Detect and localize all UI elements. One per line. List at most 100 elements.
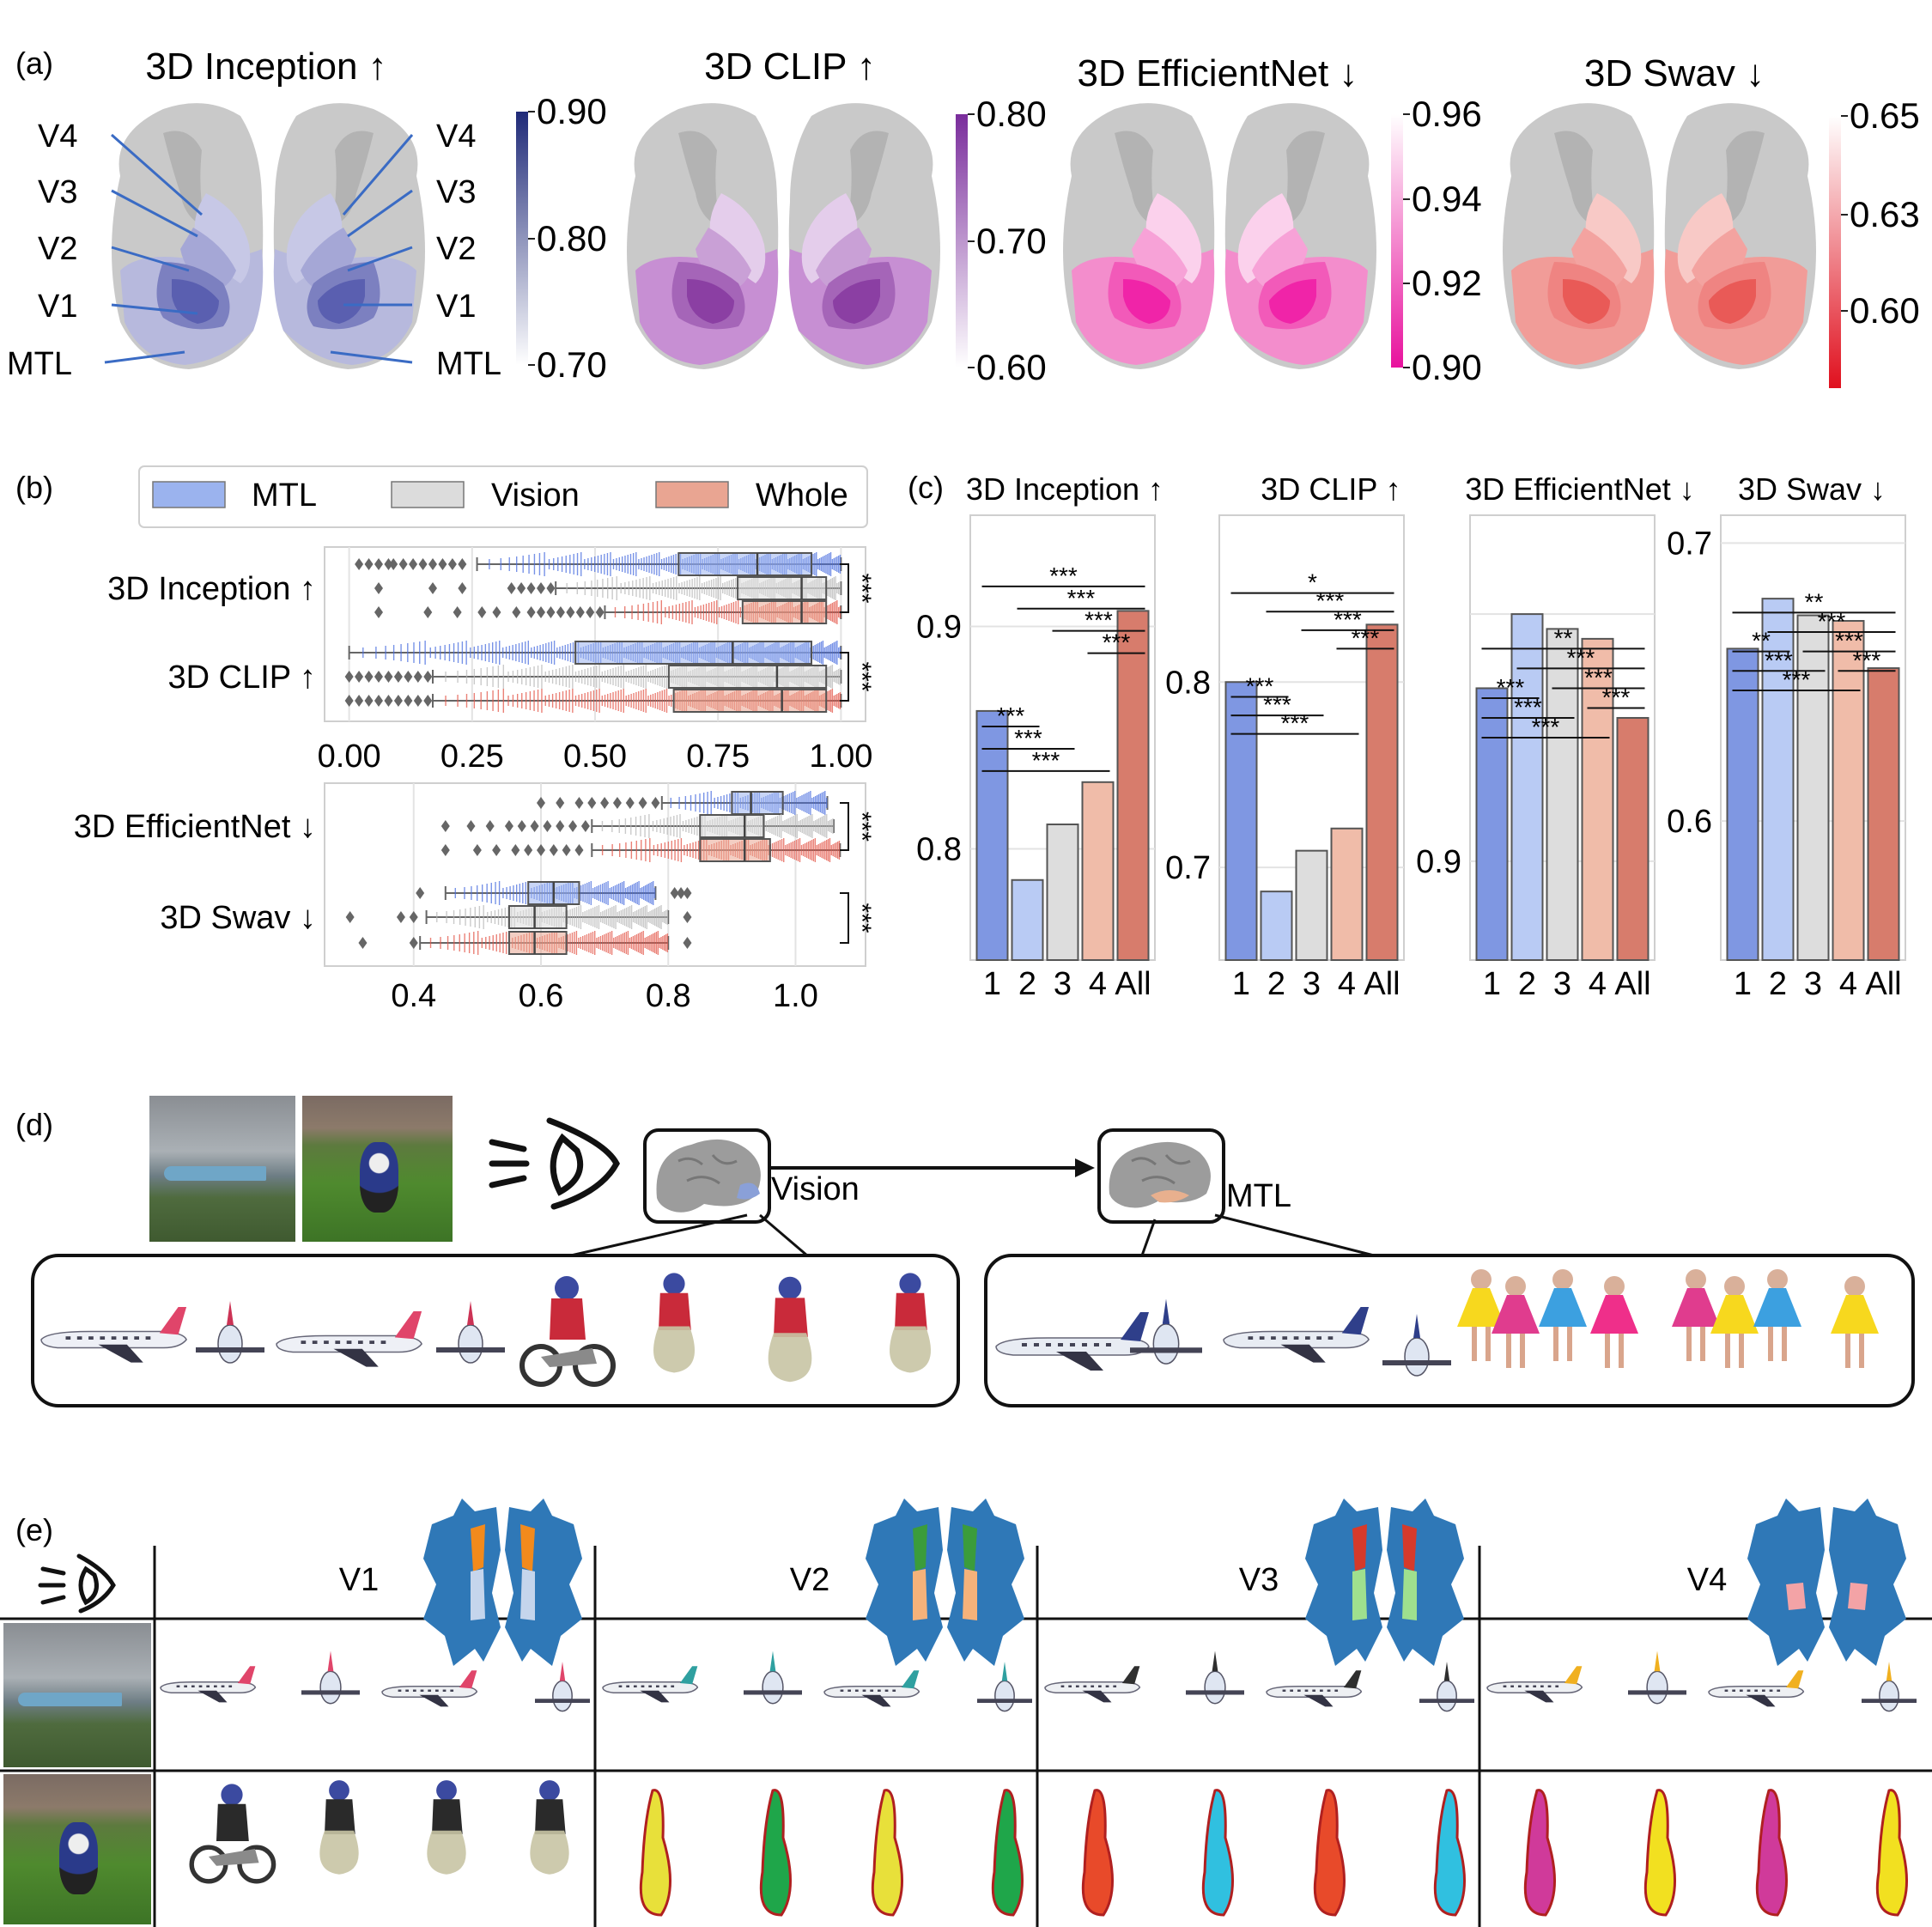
outlier [507, 582, 516, 594]
significance-label: *** [1067, 585, 1096, 611]
flatmap-hemisphere [423, 1498, 501, 1666]
brain-title-efficientnet: 3D EfficientNet ↓ [1078, 52, 1358, 94]
subplot-title: 3D CLIP ↑ [1261, 471, 1400, 507]
airplane-window [191, 1685, 195, 1687]
x-tick-label: 4 [1338, 966, 1356, 1002]
airplane-window [1769, 1689, 1773, 1692]
outlier [683, 937, 692, 949]
airplane-window [618, 1685, 623, 1687]
significance-label: *** [1584, 664, 1613, 690]
airplane-window [398, 1689, 402, 1692]
outlier [374, 582, 383, 594]
region-v1 [1123, 279, 1170, 324]
rider-helmet [329, 1780, 349, 1801]
airplane-front-sample [458, 1324, 483, 1364]
rider-helmet [899, 1273, 921, 1295]
outlier [409, 558, 418, 570]
bike-wheel [237, 1845, 276, 1884]
airplane-front-tail [1162, 1298, 1170, 1324]
hemisphere [112, 103, 264, 369]
figure-dress [1672, 1288, 1720, 1327]
airplane-front-tail [1413, 1314, 1420, 1338]
hemisphere [273, 103, 425, 369]
airplane-tail [1341, 1307, 1370, 1335]
roi-pointer-right [347, 189, 413, 238]
x-tick-label: 4 [1589, 966, 1607, 1002]
brain-pair [112, 103, 425, 369]
airplane-window [301, 1340, 307, 1344]
outlier [595, 606, 605, 618]
airplane-window [65, 1336, 71, 1340]
airplane-window [1082, 1343, 1087, 1346]
airplane-front-sample [1437, 1680, 1457, 1712]
outlier [580, 820, 590, 832]
brain-pair [1503, 103, 1816, 369]
airplane-tail [237, 1666, 256, 1685]
outlier [404, 671, 413, 683]
blob-body [530, 1830, 569, 1875]
airplane-window [88, 1336, 94, 1340]
rider-body [550, 1298, 586, 1340]
significance-label: *** [848, 812, 876, 842]
brain-title-clip: 3D CLIP ↑ [704, 46, 876, 88]
airplane-window [848, 1689, 851, 1692]
colorbar [1391, 114, 1403, 368]
stimulus-motocross-photo [302, 1096, 453, 1242]
hemisphere [627, 103, 779, 369]
airplane-window [111, 1336, 117, 1340]
distorted-sample [991, 1789, 1024, 1917]
outlier [355, 671, 364, 683]
roi-highlight [913, 1524, 927, 1571]
rider-helmet [778, 1276, 802, 1300]
airplane-window [1747, 1689, 1751, 1692]
outlier [440, 820, 450, 832]
airplane-window [1762, 1689, 1765, 1692]
outlier [638, 797, 647, 809]
airplane-window [123, 1336, 128, 1340]
airplane-window [1248, 1336, 1254, 1340]
significance-label: *** [1103, 629, 1131, 656]
region-v4 [194, 193, 251, 283]
y-tick-label: 0.8 [1165, 665, 1211, 701]
outlier [600, 797, 610, 809]
roi-highlight [1402, 1524, 1417, 1571]
zoom-line-vision-left [570, 1213, 748, 1257]
outlier [458, 582, 467, 594]
bar-subplot: 3D Swav ↓0.60.71 2 3 4 All******************… [1667, 471, 1906, 1002]
region-v4 [801, 193, 858, 283]
airplane-window [854, 1689, 859, 1692]
airplane-window [878, 1689, 881, 1692]
airplane-window [1282, 1689, 1286, 1692]
legend-label-mtl: MTL [252, 477, 317, 514]
x-tick-label: 1 [983, 966, 1001, 1002]
sulcus [1554, 131, 1597, 228]
arrow-head [1075, 1158, 1095, 1177]
region-v1 [318, 279, 365, 324]
region-v4 [1145, 193, 1202, 283]
airplane-window [626, 1685, 629, 1687]
outlier [458, 558, 467, 570]
sulcus [678, 131, 721, 228]
outlier [355, 695, 364, 707]
airplane-tail [1785, 1670, 1804, 1689]
bar [1475, 687, 1509, 961]
blob-body [653, 1326, 695, 1373]
colorbar [1829, 116, 1841, 388]
airplane-tail [679, 1666, 698, 1685]
significance-bracket [840, 892, 849, 944]
roi-highlight [1352, 1569, 1367, 1620]
airplane-wing [1303, 1694, 1334, 1707]
roi-highlight [963, 1524, 977, 1571]
airplane-front-tail [1886, 1662, 1893, 1681]
panel-e: V1 V2 V3 V4 [0, 1498, 1932, 1927]
outlier [587, 797, 597, 809]
rider-body [774, 1298, 808, 1337]
outlier [556, 820, 565, 832]
row-stimulus-motocross [3, 1774, 151, 1924]
airplane-window [1724, 1689, 1728, 1692]
x-tick-label: All [1865, 966, 1901, 1002]
box [731, 791, 784, 815]
y-tick-label: 0.9 [916, 610, 962, 646]
outlier [586, 606, 595, 618]
significance-label: *** [1263, 691, 1291, 718]
